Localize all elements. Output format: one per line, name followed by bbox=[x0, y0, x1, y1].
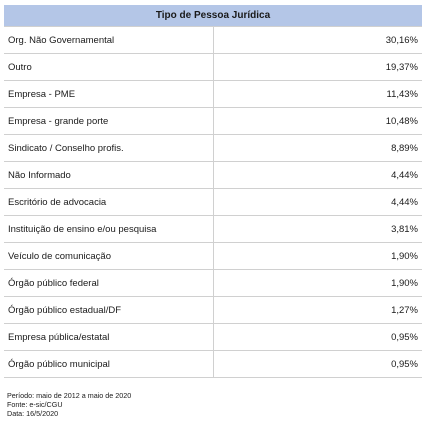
table-row: Outro 19,37% bbox=[4, 53, 422, 81]
footnotes: Período: maio de 2012 a maio de 2020 Fon… bbox=[7, 391, 131, 418]
table-row: Veículo de comunicação 1,90% bbox=[4, 242, 422, 270]
table-row: Órgão público municipal 0,95% bbox=[4, 350, 422, 378]
row-label: Órgão público federal bbox=[4, 269, 214, 297]
footnote-period: Período: maio de 2012 a maio de 2020 bbox=[7, 391, 132, 400]
table-row: Empresa pública/estatal 0,95% bbox=[4, 323, 422, 351]
row-value: 0,95% bbox=[213, 323, 422, 351]
row-value: 4,44% bbox=[213, 161, 422, 189]
table-row: Instituição de ensino e/ou pesquisa 3,81… bbox=[4, 215, 422, 243]
row-label: Sindicato / Conselho profis. bbox=[4, 134, 214, 162]
row-value: 1,27% bbox=[213, 296, 422, 324]
table-header-row: Tipo de Pessoa Jurídica bbox=[4, 5, 422, 27]
row-label: Empresa - grande porte bbox=[4, 107, 214, 135]
table-row: Empresa - PME 11,43% bbox=[4, 80, 422, 108]
table-header: Tipo de Pessoa Jurídica bbox=[4, 5, 422, 27]
pessoa-juridica-table: Tipo de Pessoa Jurídica Org. Não Governa… bbox=[4, 5, 422, 378]
table-row: Não Informado 4,44% bbox=[4, 161, 422, 189]
table-row: Org. Não Governamental 30,16% bbox=[4, 26, 422, 54]
row-value: 3,81% bbox=[213, 215, 422, 243]
row-label: Órgão público estadual/DF bbox=[4, 296, 214, 324]
row-value: 30,16% bbox=[213, 26, 422, 54]
table-row: Escritório de advocacia 4,44% bbox=[4, 188, 422, 216]
footnote-date: Data: 16/5/2020 bbox=[7, 409, 59, 418]
table-row: Sindicato / Conselho profis. 8,89% bbox=[4, 134, 422, 162]
table-body: Org. Não Governamental 30,16% Outro 19,3… bbox=[4, 26, 422, 378]
row-label: Org. Não Governamental bbox=[4, 26, 214, 54]
row-label: Órgão público municipal bbox=[4, 350, 214, 378]
footnote-source: Fonte: e-sic/CGU bbox=[7, 400, 63, 409]
row-value: 1,90% bbox=[213, 269, 422, 297]
row-label: Outro bbox=[4, 53, 214, 81]
row-label: Escritório de advocacia bbox=[4, 188, 214, 216]
row-value: 19,37% bbox=[213, 53, 422, 81]
table-row: Empresa - grande porte 10,48% bbox=[4, 107, 422, 135]
row-label: Empresa pública/estatal bbox=[4, 323, 214, 351]
row-value: 0,95% bbox=[213, 350, 422, 378]
table-row: Órgão público estadual/DF 1,27% bbox=[4, 296, 422, 324]
row-value: 11,43% bbox=[213, 80, 422, 108]
row-value: 4,44% bbox=[213, 188, 422, 216]
table-row: Órgão público federal 1,90% bbox=[4, 269, 422, 297]
table-container: Tipo de Pessoa Jurídica Org. Não Governa… bbox=[4, 5, 422, 378]
row-value: 1,90% bbox=[213, 242, 422, 270]
row-label: Instituição de ensino e/ou pesquisa bbox=[4, 215, 214, 243]
row-label: Veículo de comunicação bbox=[4, 242, 214, 270]
row-value: 8,89% bbox=[213, 134, 422, 162]
row-value: 10,48% bbox=[213, 107, 422, 135]
row-label: Não Informado bbox=[4, 161, 214, 189]
row-label: Empresa - PME bbox=[4, 80, 214, 108]
